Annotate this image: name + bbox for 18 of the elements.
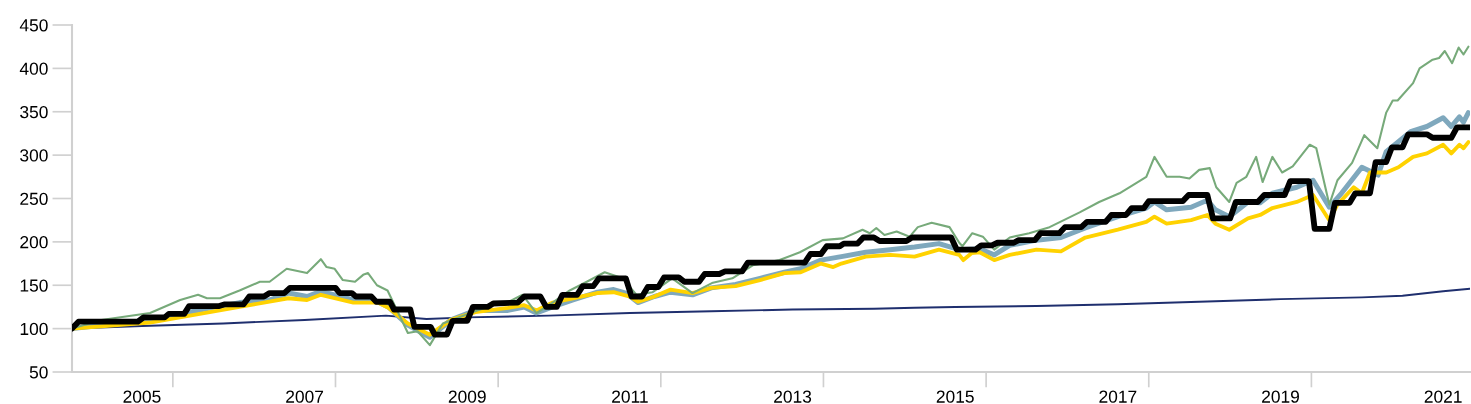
x-tick-label: 2013 <box>774 390 812 403</box>
x-tick-label: 2007 <box>286 390 324 403</box>
x-tick-label: 2005 <box>123 390 161 403</box>
y-tick-label: 350 <box>20 105 48 119</box>
y-tick-label: 450 <box>19 19 48 32</box>
y-tick-label: 50 <box>29 366 48 379</box>
y-tick-label: 200 <box>20 236 48 249</box>
x-tick-label: 2017 <box>1099 390 1137 403</box>
y-tick-label: 300 <box>20 149 48 162</box>
y-tick-label: 400 <box>19 62 48 75</box>
x-tick-label: 2011 <box>612 390 648 403</box>
y-tick-label: 150 <box>20 279 48 292</box>
y-tick-label: 250 <box>20 192 48 205</box>
x-tick-label: 2009 <box>448 390 486 403</box>
x-tick-label: 2021 <box>1424 390 1462 403</box>
x-tick-label: 2015 <box>936 390 974 403</box>
x-tick-label: 2019 <box>1262 390 1299 403</box>
y-tick-label: 100 <box>20 322 48 336</box>
